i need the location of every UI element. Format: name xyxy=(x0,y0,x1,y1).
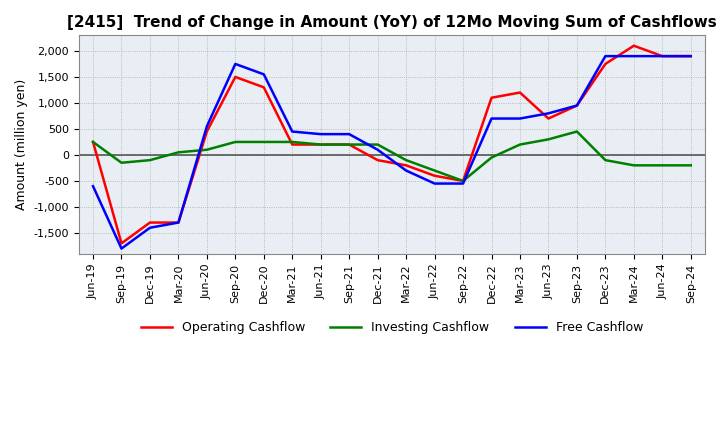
Operating Cashflow xyxy=(316,142,325,147)
Free Cashflow xyxy=(145,225,154,231)
Operating Cashflow xyxy=(374,158,382,163)
Operating Cashflow xyxy=(572,103,581,108)
Free Cashflow xyxy=(629,54,638,59)
Investing Cashflow xyxy=(174,150,183,155)
Investing Cashflow xyxy=(601,158,610,163)
Operating Cashflow xyxy=(145,220,154,225)
Free Cashflow xyxy=(89,183,97,189)
Free Cashflow xyxy=(117,246,126,251)
Free Cashflow xyxy=(601,54,610,59)
Line: Investing Cashflow: Investing Cashflow xyxy=(93,132,690,181)
Operating Cashflow xyxy=(402,163,410,168)
Operating Cashflow xyxy=(629,43,638,48)
Investing Cashflow xyxy=(202,147,211,152)
Free Cashflow xyxy=(231,61,240,66)
Free Cashflow xyxy=(345,132,354,137)
Operating Cashflow xyxy=(174,220,183,225)
Operating Cashflow xyxy=(89,139,97,145)
Y-axis label: Amount (million yen): Amount (million yen) xyxy=(15,79,28,210)
Operating Cashflow xyxy=(658,54,667,59)
Legend: Operating Cashflow, Investing Cashflow, Free Cashflow: Operating Cashflow, Investing Cashflow, … xyxy=(135,316,648,339)
Line: Operating Cashflow: Operating Cashflow xyxy=(93,46,690,243)
Title: [2415]  Trend of Change in Amount (YoY) of 12Mo Moving Sum of Cashflows: [2415] Trend of Change in Amount (YoY) o… xyxy=(67,15,717,30)
Free Cashflow xyxy=(686,54,695,59)
Investing Cashflow xyxy=(572,129,581,134)
Investing Cashflow xyxy=(259,139,268,145)
Investing Cashflow xyxy=(288,139,297,145)
Investing Cashflow xyxy=(686,163,695,168)
Operating Cashflow xyxy=(259,84,268,90)
Operating Cashflow xyxy=(544,116,553,121)
Investing Cashflow xyxy=(345,142,354,147)
Operating Cashflow xyxy=(202,129,211,134)
Operating Cashflow xyxy=(459,178,467,183)
Free Cashflow xyxy=(487,116,496,121)
Operating Cashflow xyxy=(288,142,297,147)
Operating Cashflow xyxy=(487,95,496,100)
Operating Cashflow xyxy=(231,74,240,80)
Free Cashflow xyxy=(202,124,211,129)
Investing Cashflow xyxy=(629,163,638,168)
Investing Cashflow xyxy=(117,160,126,165)
Free Cashflow xyxy=(374,147,382,152)
Free Cashflow xyxy=(402,168,410,173)
Investing Cashflow xyxy=(459,178,467,183)
Free Cashflow xyxy=(516,116,524,121)
Investing Cashflow xyxy=(89,139,97,145)
Investing Cashflow xyxy=(402,158,410,163)
Free Cashflow xyxy=(431,181,439,186)
Investing Cashflow xyxy=(516,142,524,147)
Free Cashflow xyxy=(259,72,268,77)
Line: Free Cashflow: Free Cashflow xyxy=(93,56,690,249)
Operating Cashflow xyxy=(345,142,354,147)
Investing Cashflow xyxy=(316,142,325,147)
Free Cashflow xyxy=(174,220,183,225)
Investing Cashflow xyxy=(658,163,667,168)
Operating Cashflow xyxy=(686,54,695,59)
Investing Cashflow xyxy=(487,155,496,160)
Investing Cashflow xyxy=(231,139,240,145)
Free Cashflow xyxy=(316,132,325,137)
Operating Cashflow xyxy=(601,61,610,66)
Investing Cashflow xyxy=(544,137,553,142)
Free Cashflow xyxy=(459,181,467,186)
Free Cashflow xyxy=(288,129,297,134)
Investing Cashflow xyxy=(374,142,382,147)
Investing Cashflow xyxy=(145,158,154,163)
Free Cashflow xyxy=(658,54,667,59)
Free Cashflow xyxy=(572,103,581,108)
Investing Cashflow xyxy=(431,168,439,173)
Operating Cashflow xyxy=(516,90,524,95)
Operating Cashflow xyxy=(431,173,439,178)
Free Cashflow xyxy=(544,111,553,116)
Operating Cashflow xyxy=(117,241,126,246)
